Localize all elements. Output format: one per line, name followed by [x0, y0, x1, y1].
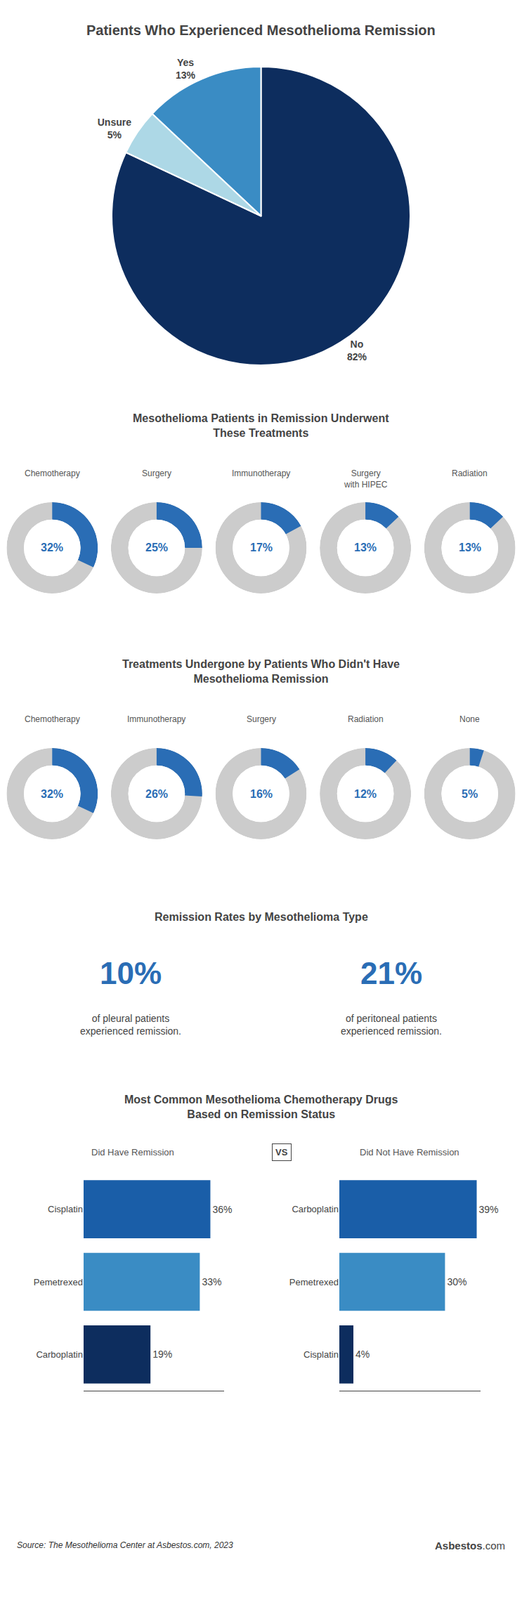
svg-text:26%: 26% [145, 788, 168, 801]
svg-text:of pleural patientsexperienced: of pleural patientsexperienced remission… [80, 1013, 182, 1037]
svg-text:13%: 13% [354, 541, 377, 554]
svg-text:25%: 25% [145, 541, 168, 554]
svg-text:Chemotherapy: Chemotherapy [24, 714, 81, 725]
svg-text:Surgery: Surgery [141, 468, 172, 479]
svg-text:Carboplatin: Carboplatin [35, 1349, 83, 1361]
svg-text:Unsure5%: Unsure5% [97, 116, 132, 141]
svg-text:32%: 32% [40, 541, 64, 554]
svg-text:Immunotherapy: Immunotherapy [127, 714, 186, 725]
svg-text:10%: 10% [99, 956, 162, 991]
svg-text:Patients Who Experienced Mesot: Patients Who Experienced Mesothelioma Re… [86, 22, 436, 38]
svg-text:36%: 36% [212, 1204, 232, 1216]
svg-text:Radiation: Radiation [451, 468, 488, 479]
svg-text:Asbestos.com: Asbestos.com [434, 1540, 506, 1552]
svg-text:Surgery: Surgery [246, 714, 277, 725]
svg-text:19%: 19% [152, 1348, 173, 1361]
svg-text:30%: 30% [446, 1276, 467, 1288]
svg-text:of peritoneal patientsexperien: of peritoneal patientsexperienced remiss… [340, 1013, 442, 1037]
svg-text:Immunotherapy: Immunotherapy [231, 468, 291, 479]
svg-text:Pemetrexed: Pemetrexed [289, 1277, 339, 1288]
svg-text:21%: 21% [360, 956, 423, 991]
svg-text:Carboplatin: Carboplatin [291, 1204, 339, 1215]
svg-text:17%: 17% [250, 541, 273, 554]
svg-text:16%: 16% [250, 788, 273, 801]
svg-text:4%: 4% [355, 1348, 370, 1361]
svg-text:39%: 39% [479, 1204, 499, 1216]
svg-text:VS: VS [275, 1147, 289, 1158]
svg-text:12%: 12% [354, 788, 377, 801]
svg-text:Surgerywith HIPEC: Surgerywith HIPEC [343, 468, 388, 490]
svg-text:Did Have Remission: Did Have Remission [91, 1147, 175, 1158]
svg-text:13%: 13% [458, 541, 482, 554]
svg-text:Radiation: Radiation [347, 714, 384, 725]
svg-text:Cisplatin: Cisplatin [47, 1204, 83, 1215]
svg-text:32%: 32% [40, 788, 64, 801]
svg-text:Cisplatin: Cisplatin [303, 1349, 339, 1361]
svg-text:5%: 5% [461, 788, 478, 801]
svg-text:Did Not Have Remission: Did Not Have Remission [359, 1147, 460, 1158]
svg-text:None: None [459, 714, 480, 725]
svg-text:Treatments Undergone by Patien: Treatments Undergone by Patients Who Did… [122, 658, 400, 685]
svg-text:Mesothelioma Patients in Remis: Mesothelioma Patients in Remission Under… [132, 412, 390, 440]
svg-text:Most Common Mesothelioma Chemo: Most Common Mesothelioma Chemotherapy Dr… [124, 1093, 398, 1121]
svg-text:33%: 33% [201, 1276, 222, 1288]
svg-text:Pemetrexed: Pemetrexed [33, 1277, 83, 1288]
svg-text:No82%: No82% [347, 338, 368, 363]
svg-text:Yes13%: Yes13% [175, 56, 197, 81]
svg-text:Source: The Mesothelioma Cente: Source: The Mesothelioma Center at Asbes… [16, 1540, 234, 1551]
svg-text:Remission Rates by Mesotheliom: Remission Rates by Mesothelioma Type [154, 911, 369, 924]
svg-text:Chemotherapy: Chemotherapy [24, 468, 81, 479]
